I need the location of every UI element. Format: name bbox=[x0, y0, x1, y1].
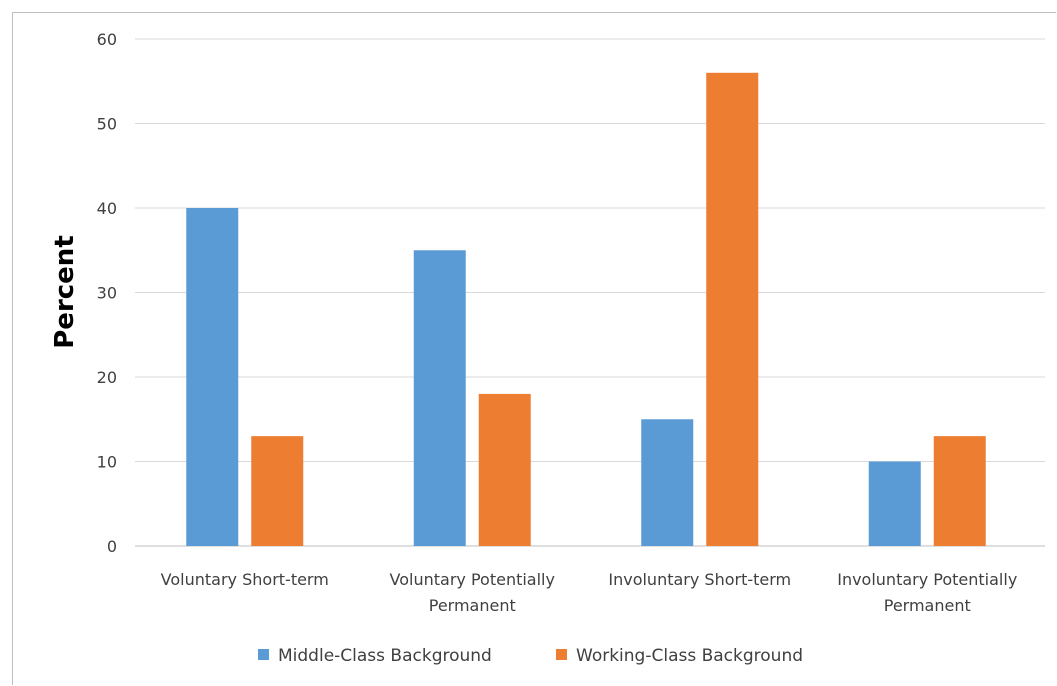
legend-swatch bbox=[258, 649, 269, 660]
y-tick-label: 20 bbox=[97, 368, 117, 387]
legend-swatch bbox=[556, 649, 567, 660]
legend-label: Working-Class Background bbox=[576, 646, 803, 666]
bar-working-class bbox=[478, 393, 531, 546]
y-axis-tick-labels: 0 10 20 30 40 50 60 bbox=[97, 30, 117, 556]
bar-middle-class bbox=[868, 461, 921, 546]
x-axis-category-labels: Voluntary Short-term Voluntary Potentiall… bbox=[161, 570, 1018, 615]
chart-frame bbox=[12, 12, 1056, 685]
bar-middle-class bbox=[413, 250, 466, 546]
x-category-label: Permanent bbox=[884, 596, 971, 615]
bar-middle-class bbox=[186, 208, 239, 546]
y-tick-label: 40 bbox=[97, 199, 117, 218]
y-tick-label: 50 bbox=[97, 115, 117, 134]
legend-label: Middle-Class Background bbox=[278, 646, 492, 666]
x-category-label: Involuntary Potentially bbox=[837, 570, 1017, 589]
y-tick-label: 30 bbox=[97, 284, 117, 303]
legend: Middle-Class Background Working-Class Bac… bbox=[258, 646, 803, 666]
y-tick-label: 0 bbox=[107, 537, 117, 556]
bar-working-class bbox=[251, 436, 304, 546]
bar-middle-class bbox=[641, 419, 694, 546]
x-category-label: Permanent bbox=[429, 596, 516, 615]
y-tick-label: 60 bbox=[97, 30, 117, 49]
x-category-label: Voluntary Potentially bbox=[390, 570, 555, 589]
bar-working-class bbox=[706, 72, 759, 547]
x-category-label: Voluntary Short-term bbox=[161, 570, 329, 589]
y-tick-label: 10 bbox=[97, 453, 117, 472]
y-axis-title: Percent bbox=[50, 235, 80, 349]
bar-working-class bbox=[933, 436, 986, 546]
bars bbox=[186, 72, 986, 547]
x-category-label: Involuntary Short-term bbox=[608, 570, 791, 589]
